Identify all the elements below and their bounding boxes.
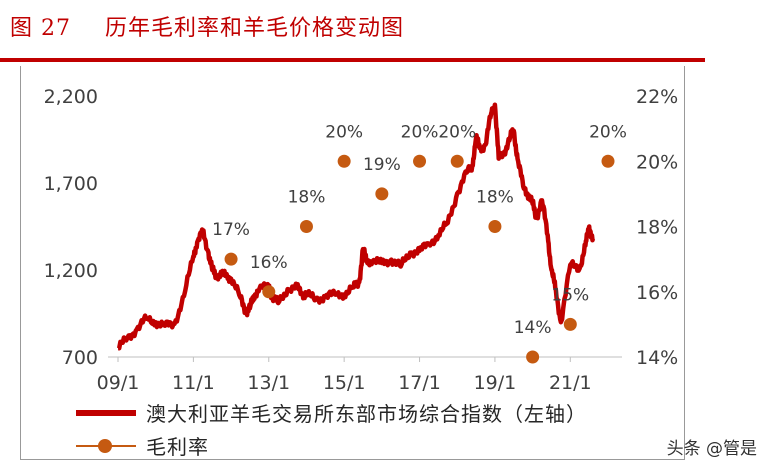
margin-data-label: 14% xyxy=(514,318,552,338)
legend-dot-swatch xyxy=(76,437,136,455)
legend-dot-label: 毛利率 xyxy=(146,435,209,459)
right-axis-tick-label: 22% xyxy=(636,86,678,108)
figure-title-text: 历年毛利率和羊毛价格变动图 xyxy=(105,16,405,41)
x-axis-tick-label: 09/1 xyxy=(97,372,140,394)
margin-data-label: 20% xyxy=(325,122,363,142)
right-axis-tick-label: 14% xyxy=(636,347,678,369)
legend-line-label: 澳大利亚羊毛交易所东部市场综合指数（左轴） xyxy=(146,402,587,426)
legend-item-index: 澳大利亚羊毛交易所东部市场综合指数（左轴） xyxy=(76,398,587,427)
x-axis-tick-label: 11/1 xyxy=(172,372,215,394)
figure-title: 图 27 历年毛利率和羊毛价格变动图 xyxy=(10,10,404,42)
margin-point xyxy=(262,285,276,299)
x-axis-tick-label: 17/1 xyxy=(398,372,441,394)
left-axis-tick-label: 1,200 xyxy=(44,260,98,282)
left-axis-tick-label: 700 xyxy=(62,347,98,369)
margin-point xyxy=(299,220,313,233)
margin-dot-series: 17%16%18%20%19%20% 20%18%14%15%20% xyxy=(212,122,627,364)
right-axis-ticks: 14% 16% 18% 20% 22% xyxy=(636,86,678,369)
margin-data-label: 16% xyxy=(250,253,288,273)
x-axis-tick-label: 15/1 xyxy=(323,372,366,394)
margin-point xyxy=(601,154,615,168)
x-axis-tick-label: 19/1 xyxy=(474,372,517,394)
index-line-series xyxy=(116,102,596,351)
margin-data-label: 20% xyxy=(401,122,439,142)
legend-item-margin: 毛利率 xyxy=(76,431,209,460)
margin-point xyxy=(450,154,464,168)
margin-data-label: 19% xyxy=(363,155,401,175)
margin-data-label: 20% xyxy=(438,122,476,142)
x-axis-tick-label: 21/1 xyxy=(549,372,592,394)
margin-data-label: 15% xyxy=(551,285,589,305)
x-axis-tick-label: 13/1 xyxy=(247,372,290,394)
margin-point xyxy=(413,154,427,168)
margin-data-label: 18% xyxy=(476,188,514,208)
watermark: 头条 @管是 xyxy=(666,439,757,459)
figure-number: 图 27 xyxy=(10,16,71,41)
legend-line-swatch xyxy=(76,409,136,416)
x-axis-ticks: 09/1 11/1 13/1 15/1 17/1 19/1 21/1 xyxy=(97,357,592,394)
left-axis-tick-label: 1,700 xyxy=(44,173,98,195)
right-axis-tick-label: 16% xyxy=(636,282,678,304)
margin-data-label: 20% xyxy=(589,122,627,142)
left-axis-tick-label: 2,200 xyxy=(44,86,98,108)
margin-data-label: 18% xyxy=(288,188,326,208)
right-axis-tick-label: 18% xyxy=(636,217,678,239)
title-rule xyxy=(0,58,705,62)
right-axis-tick-label: 20% xyxy=(636,151,678,173)
margin-point xyxy=(563,317,577,331)
index-line xyxy=(116,102,596,351)
left-axis-ticks: 700 1,200 1,700 2,200 xyxy=(44,86,98,369)
margin-point xyxy=(224,252,238,266)
margin-point xyxy=(375,187,389,201)
chart-frame xyxy=(20,66,685,460)
margin-point xyxy=(526,350,540,364)
margin-data-label: 17% xyxy=(212,220,250,240)
margin-point xyxy=(488,220,502,233)
margin-point xyxy=(337,154,351,168)
